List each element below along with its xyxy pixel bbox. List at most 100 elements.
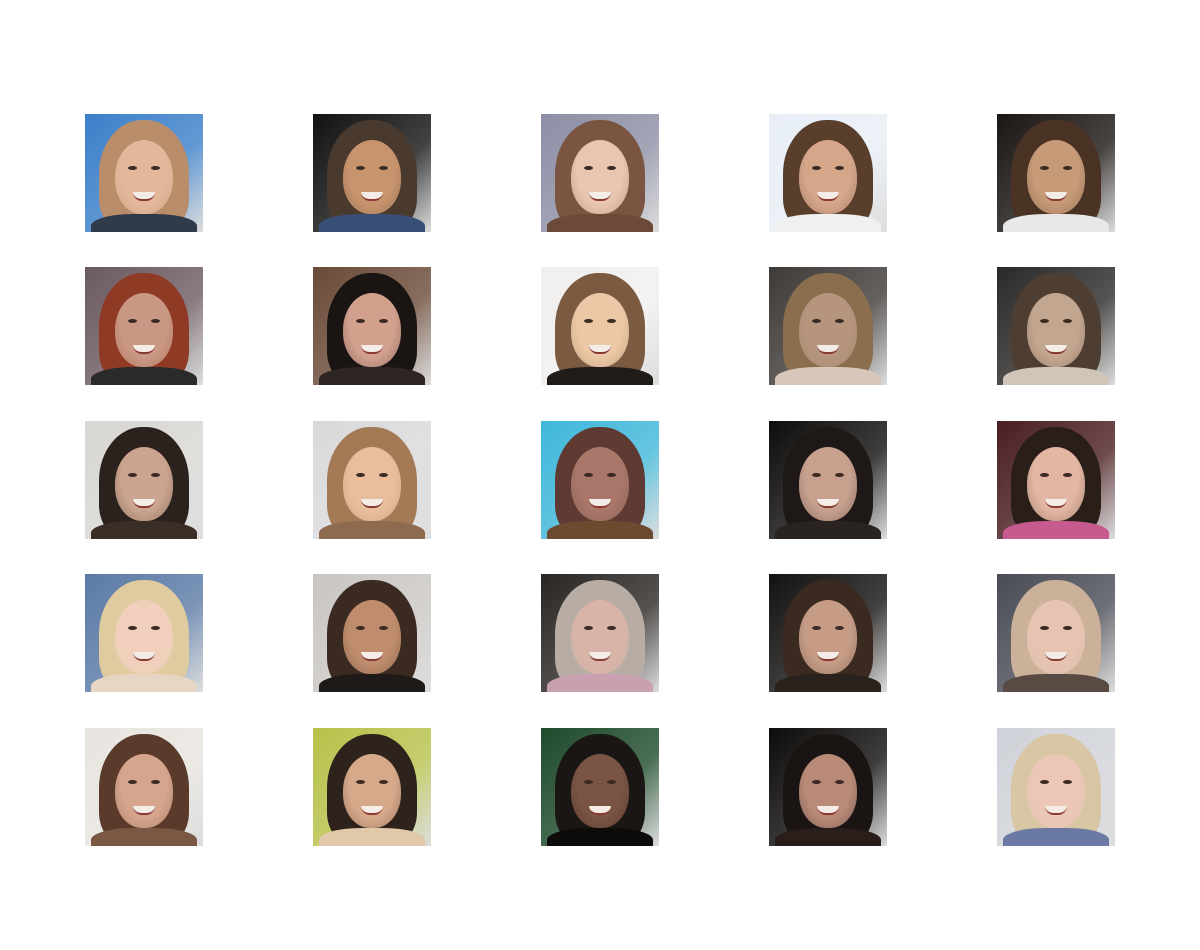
face-sample-r3c3 (541, 421, 659, 539)
face-sample-face (115, 754, 173, 828)
face-sample-mouth (361, 652, 383, 661)
face-sample-right-eye (151, 166, 160, 170)
face-sample-mouth (589, 652, 611, 661)
face-sample-left-eye (356, 626, 365, 630)
face-sample-left-eye (356, 166, 365, 170)
face-sample-right-eye (835, 166, 844, 170)
face-sample-left-eye (128, 319, 137, 323)
face-sample-left-eye (356, 473, 365, 477)
face-sample-left-eye (812, 319, 821, 323)
face-sample-right-eye (151, 780, 160, 784)
face-sample-left-eye (1040, 166, 1049, 170)
face-sample-face (115, 447, 173, 521)
face-sample-left-eye (128, 473, 137, 477)
face-sample-mouth (133, 652, 155, 661)
face-sample-right-eye (1063, 166, 1072, 170)
face-sample-shoulders (547, 674, 653, 692)
face-sample-left-eye (584, 319, 593, 323)
face-sample-mouth (817, 345, 839, 354)
face-sample-shoulders (775, 367, 881, 385)
face-sample-right-eye (607, 780, 616, 784)
face-sample-left-eye (584, 473, 593, 477)
face-sample-shoulders (91, 367, 197, 385)
face-sample-mouth (1045, 652, 1067, 661)
face-sample-r2c5 (997, 267, 1115, 385)
face-sample-mouth (133, 806, 155, 815)
face-sample-right-eye (151, 626, 160, 630)
face-sample-r3c2 (313, 421, 431, 539)
face-sample-right-eye (607, 626, 616, 630)
face-sample-face (799, 447, 857, 521)
face-sample-left-eye (1040, 473, 1049, 477)
face-sample-shoulders (91, 674, 197, 692)
face-sample-face (1027, 600, 1085, 674)
face-sample-shoulders (91, 521, 197, 539)
face-sample-right-eye (379, 626, 388, 630)
face-sample-right-eye (151, 319, 160, 323)
face-sample-mouth (1045, 499, 1067, 508)
face-sample-left-eye (584, 626, 593, 630)
face-sample-r5c3 (541, 728, 659, 846)
face-sample-right-eye (1063, 319, 1072, 323)
face-sample-r4c2 (313, 574, 431, 692)
face-sample-face (343, 140, 401, 214)
face-sample-mouth (361, 345, 383, 354)
face-sample-shoulders (319, 367, 425, 385)
face-sample-mouth (589, 499, 611, 508)
face-sample-left-eye (812, 626, 821, 630)
face-sample-face (115, 600, 173, 674)
face-sample-r1c3 (541, 114, 659, 232)
face-sample-mouth (817, 499, 839, 508)
face-sample-mouth (817, 192, 839, 201)
face-sample-r1c4 (769, 114, 887, 232)
face-sample-face (343, 600, 401, 674)
face-sample-left-eye (584, 166, 593, 170)
face-sample-face (1027, 293, 1085, 367)
face-sample-shoulders (775, 674, 881, 692)
face-sample-r2c1 (85, 267, 203, 385)
face-sample-right-eye (835, 780, 844, 784)
face-sample-left-eye (128, 626, 137, 630)
face-sample-mouth (1045, 345, 1067, 354)
face-sample-face (343, 293, 401, 367)
face-sample-mouth (589, 806, 611, 815)
face-sample-right-eye (607, 319, 616, 323)
face-sample-r5c4 (769, 728, 887, 846)
face-sample-face (343, 754, 401, 828)
face-sample-shoulders (775, 214, 881, 232)
face-sample-face (343, 447, 401, 521)
face-sample-face (571, 140, 629, 214)
face-sample-face (799, 600, 857, 674)
face-sample-shoulders (775, 828, 881, 846)
face-sample-left-eye (356, 780, 365, 784)
face-sample-shoulders (91, 828, 197, 846)
face-sample-mouth (361, 806, 383, 815)
face-sample-shoulders (319, 674, 425, 692)
face-sample-r4c5 (997, 574, 1115, 692)
face-sample-right-eye (1063, 780, 1072, 784)
face-sample-r5c2 (313, 728, 431, 846)
face-sample-shoulders (1003, 367, 1109, 385)
face-sample-left-eye (812, 166, 821, 170)
face-sample-left-eye (128, 780, 137, 784)
face-sample-mouth (133, 192, 155, 201)
face-sample-left-eye (1040, 319, 1049, 323)
face-sample-face (1027, 754, 1085, 828)
face-sample-mouth (1045, 192, 1067, 201)
face-sample-left-eye (356, 319, 365, 323)
face-sample-right-eye (1063, 626, 1072, 630)
face-sample-shoulders (319, 521, 425, 539)
face-sample-face (115, 140, 173, 214)
face-sample-shoulders (775, 521, 881, 539)
face-sample-shoulders (1003, 214, 1109, 232)
face-sample-mouth (589, 192, 611, 201)
face-sample-mouth (817, 652, 839, 661)
face-sample-face (115, 293, 173, 367)
face-sample-shoulders (319, 214, 425, 232)
face-sample-face (799, 754, 857, 828)
face-sample-r1c2 (313, 114, 431, 232)
face-sample-right-eye (835, 319, 844, 323)
face-sample-right-eye (607, 473, 616, 477)
face-sample-r2c2 (313, 267, 431, 385)
